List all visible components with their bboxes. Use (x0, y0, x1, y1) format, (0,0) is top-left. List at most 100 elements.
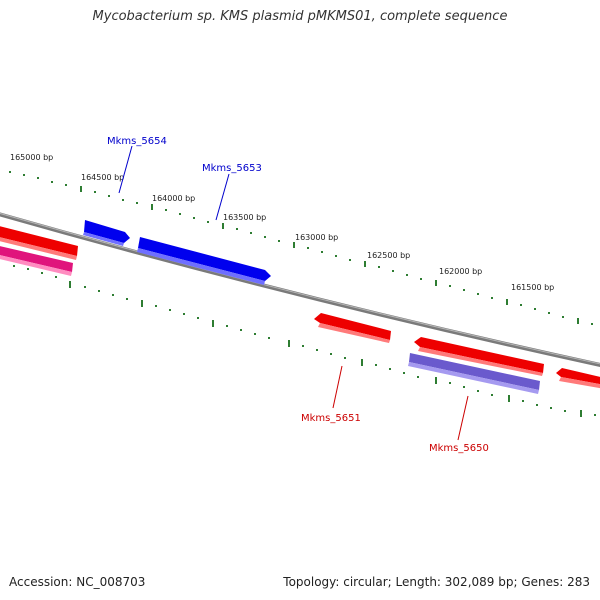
tick-minor (155, 305, 157, 307)
tick-minor (183, 313, 185, 315)
scale-tick-label: 165000 bp (10, 153, 53, 162)
tick-minor (51, 181, 53, 183)
gene-mkms-5650-arrow[interactable] (408, 353, 540, 394)
tick-minor (534, 308, 536, 310)
tick-minor (344, 357, 346, 359)
tick-major (506, 299, 508, 305)
tick-major (288, 340, 290, 347)
accession-text: Accession: NC_008703 (9, 575, 146, 589)
tick-minor (550, 407, 552, 409)
tick-minor (522, 400, 524, 402)
tick-major (361, 359, 363, 366)
sequence-backbone (0, 212, 600, 367)
sequence-backbone-highlight (0, 212, 600, 365)
tick-minor (268, 337, 270, 339)
gene-label-mkms-5651[interactable]: Mkms_5651 (301, 413, 361, 424)
tick-minor (179, 213, 181, 215)
gene-label-mkms-5654[interactable]: Mkms_5654 (107, 136, 167, 147)
tick-minor (165, 209, 167, 211)
tick-major (151, 204, 153, 210)
gene-mkms-5651-arrow[interactable] (314, 313, 391, 343)
tick-minor (226, 325, 228, 327)
topology-summary-text: Topology: circular; Length: 302,089 bp; … (283, 575, 590, 589)
tick-minor (316, 349, 318, 351)
tick-minor (321, 251, 323, 253)
tick-major (435, 280, 437, 286)
tick-major (69, 281, 71, 288)
tick-major (435, 377, 437, 384)
tick-minor (335, 255, 337, 257)
tick-minor (55, 276, 57, 278)
tick-major (577, 318, 579, 324)
tick-minor (65, 184, 67, 186)
tick-minor (23, 174, 25, 176)
tick-major (222, 223, 224, 229)
gene-magenta-left[interactable] (0, 245, 73, 276)
tick-minor (108, 195, 110, 197)
gene-forward-red-left[interactable] (0, 225, 78, 260)
tick-minor (193, 217, 195, 219)
tick-minor (27, 268, 29, 270)
gene-mkms-5654-arrow[interactable] (83, 220, 130, 246)
tick-minor (41, 272, 43, 274)
scale-tick-label: 163500 bp (223, 213, 266, 222)
tick-minor (278, 240, 280, 242)
tick-major (80, 186, 82, 192)
tick-minor (463, 289, 465, 291)
scale-labels: 165000 bp 164500 bp 164000 bp 163500 bp … (10, 153, 554, 292)
tick-minor (477, 293, 479, 295)
tick-minor (449, 285, 451, 287)
tick-minor (477, 390, 479, 392)
scale-tick-label: 164000 bp (152, 194, 195, 203)
tick-minor (449, 382, 451, 384)
tick-minor (548, 312, 550, 314)
gene-red-right-upper[interactable] (414, 337, 544, 376)
tick-minor (406, 274, 408, 276)
tick-minor (254, 333, 256, 335)
tick-minor (250, 232, 252, 234)
scale-tick-label: 162000 bp (439, 267, 482, 276)
gene-label-mkms-5650[interactable]: Mkms_5650 (429, 443, 489, 454)
tick-minor (403, 372, 405, 374)
tick-minor (264, 236, 266, 238)
tick-minor (375, 364, 377, 366)
tick-minor (378, 266, 380, 268)
outer-scale-track (9, 171, 593, 325)
scale-tick-label: 164500 bp (81, 173, 124, 182)
tick-minor (37, 177, 39, 179)
tick-minor (491, 394, 493, 396)
tick-minor (307, 247, 309, 249)
gene-label-mkms-5653[interactable]: Mkms_5653 (202, 163, 262, 174)
tick-minor (122, 199, 124, 201)
tick-minor (536, 404, 538, 406)
tick-minor (330, 353, 332, 355)
tick-minor (94, 191, 96, 193)
tick-minor (594, 414, 596, 416)
gene-red-right-edge[interactable] (556, 368, 600, 389)
tick-minor (197, 317, 199, 319)
scale-tick-label: 162500 bp (367, 251, 410, 260)
gene-mkms-5653-arrow[interactable] (137, 237, 271, 285)
tick-minor (236, 228, 238, 230)
tick-minor (520, 304, 522, 306)
tick-minor (591, 323, 593, 325)
tick-major (293, 242, 295, 248)
tick-minor (136, 202, 138, 204)
tick-minor (84, 286, 86, 288)
tick-major (212, 320, 214, 327)
tick-minor (302, 345, 304, 347)
tick-minor (491, 297, 493, 299)
tick-minor (420, 278, 422, 280)
tick-minor (562, 316, 564, 318)
tick-major (141, 300, 143, 307)
label-leader-mkms-5654 (118, 145, 133, 194)
tick-minor (392, 270, 394, 272)
tick-minor (240, 329, 242, 331)
tick-minor (112, 294, 114, 296)
inner-scale-track (13, 265, 596, 417)
tick-minor (349, 259, 351, 261)
label-leader-mkms-5651 (332, 365, 343, 409)
tick-major (508, 395, 510, 402)
